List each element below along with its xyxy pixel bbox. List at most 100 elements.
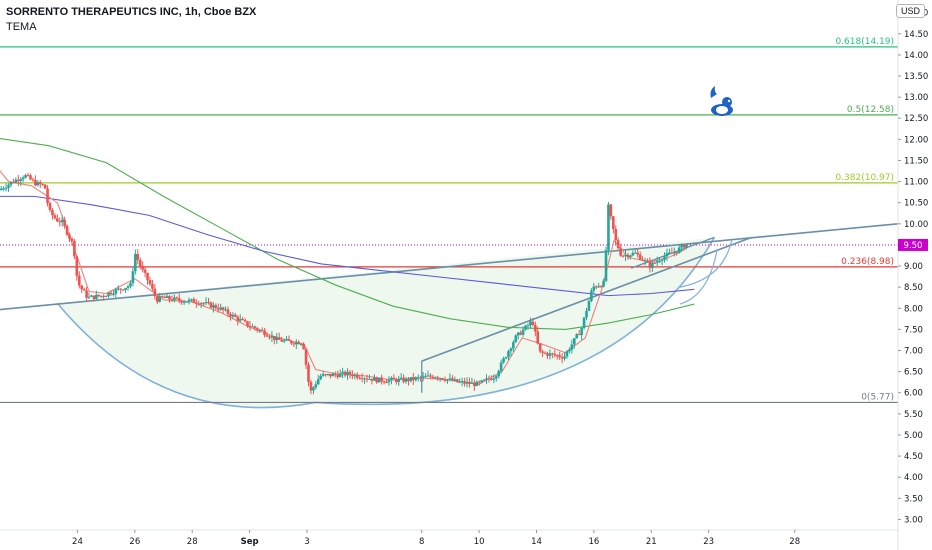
candle-body (165, 296, 169, 298)
candle-body (304, 349, 308, 365)
candle-body (73, 240, 76, 257)
candle-body (26, 175, 30, 177)
candle-body (582, 317, 586, 328)
penguin-flag (710, 86, 717, 98)
candle-body (92, 295, 96, 299)
candle-body (53, 215, 57, 219)
candle-body (653, 262, 657, 264)
candle-body (99, 295, 103, 297)
candle-body (302, 343, 305, 350)
x-tick-label: 28 (789, 537, 800, 547)
candle-body (114, 289, 118, 294)
candle-body (492, 378, 496, 380)
candle-body (399, 377, 403, 379)
candle-body (672, 252, 676, 254)
candle-body (412, 377, 415, 380)
currency-button[interactable]: USD (895, 4, 925, 18)
candle-body (14, 179, 18, 183)
candle-body (465, 381, 469, 384)
candle-body (312, 387, 315, 391)
candle-body (282, 340, 286, 342)
candle-body (568, 349, 571, 352)
last-price-badge (898, 238, 928, 251)
candle-body (597, 286, 600, 288)
candle-body (319, 375, 322, 380)
candle-body (397, 378, 401, 382)
candle-body (153, 288, 157, 297)
candle-body (390, 377, 393, 380)
candle-body (663, 256, 666, 260)
candle-body (543, 352, 547, 354)
candle-body (292, 343, 296, 345)
fib-level-label: 0.382(10.97) (835, 173, 894, 183)
overlay-curve (679, 249, 718, 305)
candle-body (533, 324, 537, 332)
candle-body (87, 296, 91, 298)
candle-body (48, 203, 52, 211)
candle-body (421, 376, 425, 378)
candle-body (577, 334, 581, 336)
candle-body (477, 381, 481, 383)
candle-body (229, 314, 232, 317)
y-tick-label: 4.00 (904, 473, 923, 483)
candle-body (297, 341, 301, 345)
candle-body (243, 319, 247, 322)
candle-body (180, 300, 183, 303)
candle-body (441, 378, 444, 380)
candle-body (407, 378, 410, 382)
candle-body (265, 335, 269, 337)
y-tick-label: 13.50 (904, 72, 928, 82)
candle-body (131, 271, 135, 284)
candle-body (453, 379, 457, 381)
candle-body (651, 262, 654, 268)
candle-body (668, 252, 671, 254)
candle-body (255, 328, 259, 331)
candle-body (275, 337, 279, 341)
candle-body (43, 184, 47, 189)
candle-body (143, 269, 147, 273)
candle-body (258, 329, 262, 331)
candle-body (112, 293, 115, 295)
candle-body (290, 340, 293, 344)
candle-body (519, 332, 522, 335)
candle-body (512, 342, 515, 349)
x-tick-label: 16 (588, 537, 599, 547)
candle-body (16, 179, 20, 182)
candle-body (163, 296, 166, 298)
indicator-label: TEMA (6, 21, 37, 33)
candle-body (682, 244, 686, 248)
candle-body (187, 299, 191, 302)
candle-body (60, 219, 64, 223)
candle-body (641, 259, 644, 261)
candle-body (612, 216, 615, 230)
y-tick-label: 8.50 (904, 283, 923, 293)
candle-body (321, 374, 325, 376)
candle-body (648, 261, 652, 268)
candle-body (643, 260, 647, 262)
ma-blue-line (0, 195, 695, 297)
candle-body (136, 254, 140, 261)
candle-body (419, 377, 422, 379)
candle-body (675, 252, 679, 254)
candle-body (599, 286, 603, 288)
candle-body (126, 286, 130, 288)
candle-body (507, 351, 510, 358)
cup-curve (56, 236, 716, 409)
candle-body (497, 370, 501, 377)
candle-body (277, 337, 281, 340)
candle-body (546, 353, 549, 356)
candle-body (558, 355, 561, 358)
candle-body (563, 356, 566, 359)
x-tick-label: 14 (531, 537, 542, 547)
candle-body (387, 379, 391, 383)
candle-body (392, 377, 396, 380)
candle-body (75, 256, 79, 276)
candle-body (655, 261, 659, 263)
x-tick-label: 28 (187, 537, 198, 547)
y-tick-label: 9.00 (904, 262, 923, 272)
x-tick-label: 21 (646, 537, 657, 547)
candle-body (134, 254, 137, 272)
candle-body (658, 260, 661, 262)
candle-body (380, 377, 383, 382)
